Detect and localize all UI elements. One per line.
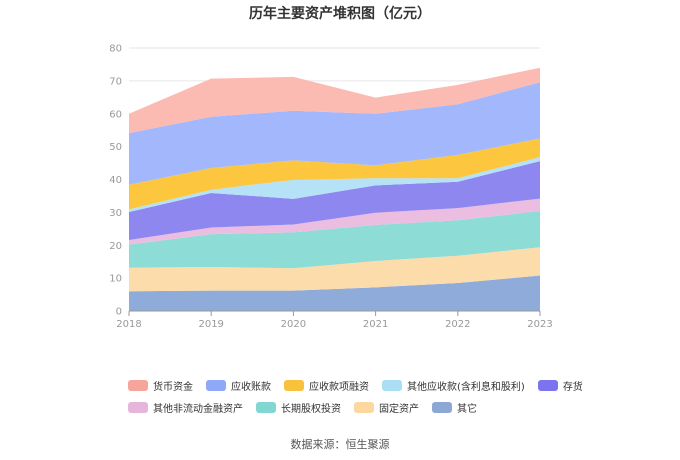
- x-tick-label: 2019: [198, 319, 223, 330]
- legend-item[interactable]: 货币资金: [128, 378, 193, 393]
- area-长期股权投资: [129, 211, 540, 269]
- legend-row-1: 货币资金 应收账款 应收款项融资 其他应收款(含利息和股利) 存货: [128, 374, 583, 396]
- area-应收账款: [129, 82, 540, 185]
- legend: 货币资金 应收账款 应收款项融资 其他应收款(含利息和股利) 存货 其他非流动金融资产 长…: [128, 374, 583, 418]
- legend-swatch: [284, 379, 304, 391]
- area-应收款项融资: [129, 138, 540, 210]
- area-series: [129, 67, 540, 311]
- area-存货: [129, 161, 540, 240]
- legend-item[interactable]: 其他应收款(含利息和股利): [382, 378, 525, 393]
- legend-label: 其他非流动金融资产: [153, 403, 243, 415]
- x-tick-label: 2018: [116, 319, 141, 330]
- y-tick-label: 10: [109, 274, 122, 285]
- legend-label: 其他应收款(含利息和股利): [407, 381, 525, 393]
- legend-swatch: [206, 379, 226, 391]
- y-tick-label: 20: [109, 241, 122, 252]
- area-其它: [129, 275, 540, 311]
- legend-item[interactable]: 长期股权投资: [256, 400, 341, 415]
- area-固定资产: [129, 247, 540, 292]
- axes: 0 10 20 30 40 50 60 70 80 2018 2019 2020 2021 2022 202…: [109, 44, 552, 331]
- y-tick-label: 80: [109, 44, 122, 55]
- legend-label: 长期股权投资: [281, 403, 341, 415]
- legend-row-2: 其他非流动金融资产 长期股权投资 固定资产 其它: [128, 396, 568, 418]
- x-tick-label: 2022: [445, 319, 470, 330]
- x-tick-label: 2021: [363, 319, 388, 330]
- area-其他非流动金融资产: [129, 198, 540, 245]
- legend-label: 存货: [562, 381, 583, 393]
- y-tick-label: 30: [109, 208, 122, 219]
- legend-swatch: [432, 401, 452, 413]
- area-其他应收款(含利息和股利): [129, 157, 540, 213]
- legend-swatch: [537, 379, 558, 391]
- y-tick-label: 60: [109, 109, 122, 120]
- legend-label: 货币资金: [153, 381, 193, 393]
- x-tick-label: 2023: [527, 319, 552, 330]
- legend-swatch: [128, 401, 148, 413]
- legend-swatch: [128, 379, 148, 391]
- y-tick-label: 70: [109, 76, 122, 87]
- stacked-area-chart: 0 10 20 30 40 50 60 70 80 2018 2019 2020 2021 2022 202…: [109, 44, 552, 331]
- legend-item[interactable]: 其它: [432, 400, 477, 415]
- legend-swatch: [354, 401, 374, 413]
- y-tick-label: 50: [109, 142, 122, 153]
- data-source: 数据来源：恒生聚源: [290, 438, 390, 451]
- legend-label: 应收款项融资: [309, 381, 369, 393]
- legend-label: 应收账款: [231, 381, 271, 393]
- legend-item[interactable]: 应收款项融资: [284, 378, 369, 393]
- legend-item[interactable]: 固定资产: [354, 400, 419, 415]
- legend-swatch: [382, 379, 402, 391]
- legend-item[interactable]: 存货: [537, 378, 583, 393]
- legend-label: 其它: [457, 403, 477, 415]
- x-tick-label: 2020: [281, 319, 306, 330]
- legend-swatch: [256, 401, 276, 413]
- y-tick-label: 0: [116, 307, 122, 318]
- legend-item[interactable]: 其他非流动金融资产: [128, 400, 243, 415]
- y-tick-label: 40: [109, 175, 122, 186]
- chart-title: 历年主要资产堆积图（亿元）: [249, 6, 431, 22]
- legend-item[interactable]: 应收账款: [206, 378, 271, 393]
- area-货币资金: [129, 67, 540, 134]
- legend-label: 固定资产: [379, 403, 419, 415]
